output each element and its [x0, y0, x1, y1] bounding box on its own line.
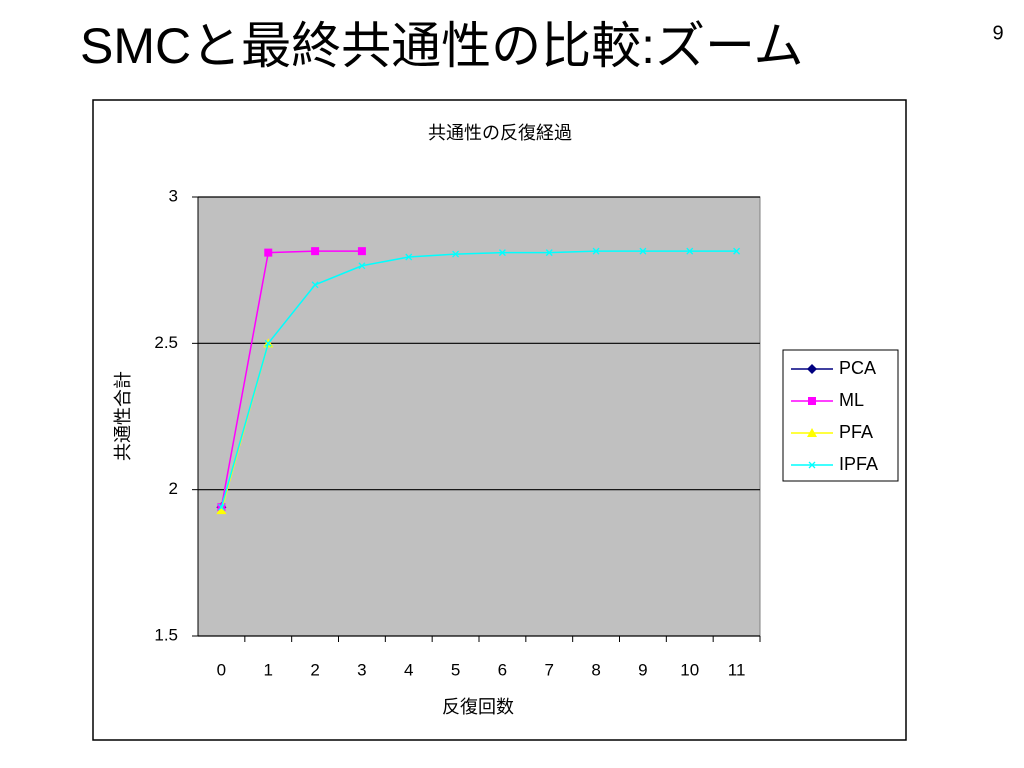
- marker: [639, 247, 647, 255]
- page-number: 9: [992, 22, 1003, 44]
- x-tick-label: 0: [217, 660, 226, 679]
- legend-box: [782, 349, 899, 482]
- marker: [405, 253, 413, 261]
- legend-label: PCA: [839, 358, 876, 378]
- legend-label: PFA: [839, 422, 873, 442]
- chart-title: 共通性の反復経過: [428, 123, 572, 143]
- x-tick-label: 3: [357, 660, 366, 679]
- x-tick-label: 8: [591, 660, 600, 679]
- x-axis-label: 反復回数: [442, 697, 514, 717]
- marker: [452, 250, 460, 258]
- marker: [545, 249, 553, 257]
- marker: [311, 281, 319, 289]
- x-tick-label: 11: [728, 660, 746, 679]
- x-tick-label: 1: [264, 660, 273, 679]
- y-tick-label: 2: [169, 479, 178, 498]
- series-line: [220, 250, 362, 508]
- y-tick-label: 2.5: [154, 333, 178, 352]
- x-tick-label: 4: [404, 660, 413, 679]
- plot-area: [197, 196, 761, 637]
- x-tick-label: 9: [638, 660, 647, 679]
- marker: [264, 339, 272, 347]
- slide-title: SMCと最終共通性の比較:ズーム: [80, 18, 804, 74]
- y-tick-label: 3: [169, 186, 178, 205]
- legend-marker: [807, 428, 817, 437]
- legend-label: IPFA: [839, 454, 878, 474]
- marker: [357, 247, 366, 256]
- x-tick-label: 2: [310, 660, 319, 679]
- x-tick-label: 7: [545, 660, 554, 679]
- marker: [217, 503, 225, 511]
- marker: [216, 505, 227, 515]
- marker: [686, 247, 694, 255]
- y-tick-label: 1.5: [154, 625, 178, 644]
- legend-marker: [807, 364, 817, 374]
- legend-marker: [808, 461, 816, 469]
- marker: [358, 262, 366, 270]
- marker: [264, 248, 273, 257]
- x-tick-label: 6: [498, 660, 507, 679]
- y-axis-label: 共通性合計: [113, 371, 133, 461]
- x-tick-label: 10: [680, 660, 699, 679]
- x-tick-label: 5: [451, 660, 460, 679]
- legend-label: ML: [839, 390, 864, 410]
- marker: [498, 249, 506, 257]
- marker: [733, 247, 741, 255]
- marker: [311, 247, 320, 256]
- legend-marker: [808, 397, 816, 405]
- marker: [592, 247, 600, 255]
- series-line: [220, 250, 737, 508]
